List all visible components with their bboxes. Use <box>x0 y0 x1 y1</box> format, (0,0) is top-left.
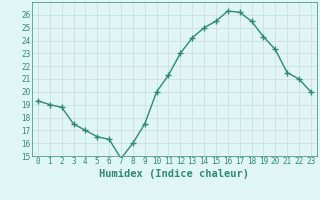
X-axis label: Humidex (Indice chaleur): Humidex (Indice chaleur) <box>100 169 249 179</box>
